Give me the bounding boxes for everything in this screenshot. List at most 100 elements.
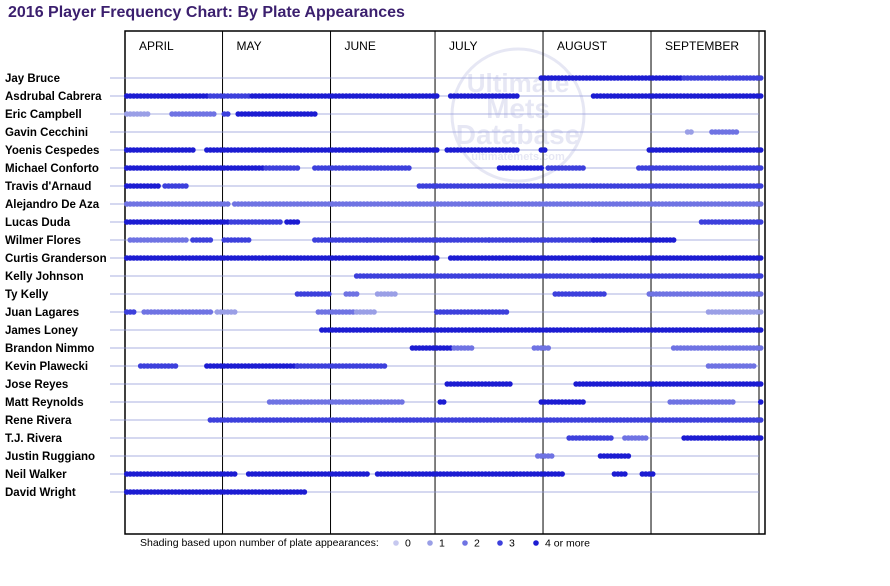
player-name-label: Asdrubal Cabrera	[5, 91, 102, 103]
appearance-dot	[503, 309, 510, 315]
appearance-dot	[580, 399, 586, 405]
appearance-dot	[649, 471, 656, 477]
month-label: JULY	[449, 39, 477, 53]
appearance-dot	[757, 291, 764, 297]
appearance-dot	[757, 399, 764, 405]
appearance-dot	[559, 471, 565, 477]
appearance-dot	[757, 201, 764, 207]
player-name-label: Juan Lagares	[5, 307, 79, 319]
watermark-logo: Ultimate Mets Database ultimatemets.com	[450, 47, 586, 183]
watermark-line3: Database	[456, 119, 581, 150]
appearance-dot	[545, 345, 552, 351]
appearance-dot	[757, 183, 764, 189]
appearance-dot	[468, 345, 475, 351]
player-name-label: Jose Reyes	[5, 379, 68, 391]
chart-title: 2016 Player Frequency Chart: By Plate Ap…	[8, 4, 405, 21]
grid-layer	[110, 30, 766, 535]
appearance-dot	[757, 417, 764, 423]
month-label: SEPTEMBER	[665, 39, 739, 53]
appearance-dot	[757, 219, 764, 225]
appearance-dot	[172, 363, 179, 369]
appearance-dot	[433, 255, 440, 261]
appearance-dot	[183, 237, 189, 243]
legend: Shading based upon number of plate appea…	[140, 537, 590, 550]
legend-level-label: 1	[439, 538, 445, 550]
month-label: JUNE	[345, 39, 376, 53]
appearance-dot	[353, 291, 360, 297]
month-label: MAY	[237, 39, 262, 53]
appearance-dot	[190, 147, 196, 153]
appearance-dot	[730, 399, 736, 405]
appearance-dot	[277, 219, 283, 225]
appearance-dot	[757, 165, 764, 171]
appearance-dot	[757, 381, 764, 387]
appearance-dot	[507, 381, 513, 387]
month-label: AUGUST	[557, 39, 608, 53]
appearance-dot	[433, 93, 440, 99]
player-name-label: Yoenis Cespedes	[5, 145, 99, 157]
appearance-dot	[312, 111, 318, 117]
player-name-label: T.J. Rivera	[5, 433, 62, 445]
player-name-label: Alejandro De Aza	[5, 199, 100, 211]
watermark-url: ultimatemets.com	[471, 151, 565, 163]
player-name-label: David Wright	[5, 487, 76, 499]
appearance-dot	[757, 273, 764, 279]
player-name-label: James Loney	[5, 325, 78, 337]
player-name-label: Justin Ruggiano	[5, 451, 95, 463]
appearance-dot	[364, 471, 370, 477]
appearance-dot	[514, 147, 520, 153]
appearance-dot	[224, 111, 231, 117]
appearance-dot	[642, 435, 649, 441]
player-name-label: Rene Rivera	[5, 415, 72, 427]
appearance-dot	[757, 435, 764, 441]
appearance-dot	[541, 147, 548, 153]
appearance-dot	[183, 183, 189, 189]
appearance-dot	[399, 399, 405, 405]
appearance-dot	[538, 165, 545, 171]
legend-caption: Shading based upon number of plate appea…	[140, 537, 379, 549]
watermark-circle	[450, 47, 586, 183]
legend-swatch	[427, 540, 433, 546]
legend-swatch	[497, 540, 503, 546]
appearance-dot	[231, 309, 238, 315]
appearance-dot	[325, 291, 332, 297]
player-name-label: Gavin Cecchini	[5, 127, 88, 139]
appearance-dot	[757, 93, 764, 99]
appearance-dot	[155, 183, 161, 189]
player-name-label: Michael Conforto	[5, 163, 99, 175]
appearance-dot	[622, 471, 628, 477]
legend-swatch	[533, 540, 539, 546]
player-name-label: Travis d'Arnaud	[5, 181, 91, 193]
legend-level-label: 3	[509, 538, 515, 550]
month-label: APRIL	[139, 39, 174, 53]
plot-frame	[124, 30, 766, 535]
appearance-dot	[144, 111, 151, 117]
player-name-label: Eric Campbell	[5, 109, 82, 121]
player-name-label: Neil Walker	[5, 469, 67, 481]
appearance-dot	[392, 291, 398, 297]
appearance-dot	[371, 309, 377, 315]
player-name-label: Ty Kelly	[5, 289, 49, 301]
player-name-label: Wilmer Flores	[5, 235, 81, 247]
player-name-label: Lucas Duda	[5, 217, 71, 229]
appearance-dot	[757, 255, 764, 261]
appearance-dot	[294, 165, 301, 171]
player-name-label: Kevin Plawecki	[5, 361, 88, 373]
appearance-dot	[733, 129, 740, 135]
appearance-dot	[294, 219, 301, 225]
player-name-label: Curtis Granderson	[5, 253, 107, 265]
appearance-dot	[207, 237, 214, 243]
appearance-dot	[757, 309, 764, 315]
appearance-dot	[608, 435, 614, 441]
appearance-dot	[625, 453, 632, 459]
appearance-dot	[301, 489, 308, 495]
appearance-dot	[211, 111, 217, 117]
appearance-dot	[406, 165, 412, 171]
legend-swatch	[393, 540, 399, 546]
appearance-dot	[433, 147, 440, 153]
watermark-line1: Ultimate	[467, 68, 570, 98]
appearance-dot	[224, 201, 231, 207]
appearance-dot	[750, 363, 757, 369]
appearance-dot	[514, 93, 520, 99]
player-name-label: Kelly Johnson	[5, 271, 84, 283]
